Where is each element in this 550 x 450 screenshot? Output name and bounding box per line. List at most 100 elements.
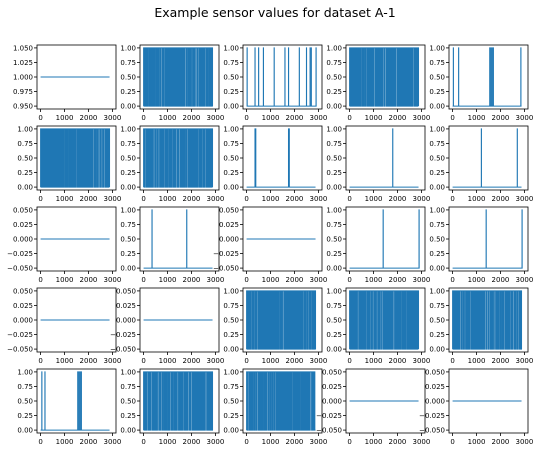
y-tick-label: 1.00: [17, 125, 33, 133]
y-tick-label: 0.050: [322, 368, 342, 376]
subplot-14: 0 1000 2000 3000 0.00 0.25 0.50 0.75 1.00: [326, 206, 430, 284]
y-tick-label: 0.50: [326, 155, 342, 163]
y-tick-label: 0.00: [120, 427, 136, 435]
x-tick-label: 0: [38, 357, 42, 365]
subplot-22: 0 1000 2000 3000 0.00 0.25 0.50 0.75 1.00: [120, 368, 224, 446]
y-tick-label: 0.75: [429, 221, 445, 229]
series-line-15: [452, 209, 523, 269]
x-tick-label: 3000: [206, 195, 224, 203]
y-tick-label: 0.000: [116, 317, 136, 325]
x-tick-label: 3000: [103, 438, 121, 446]
x-tick-label: 2000: [286, 357, 304, 365]
x-tick-label: 3000: [309, 276, 327, 284]
subplot-16: 0 1000 2000 3000 −0.050 −0.025 0.000 0.025 0.050: [7, 287, 121, 365]
y-tick-label: 0.50: [120, 236, 136, 244]
y-tick-label: 0.00: [223, 346, 239, 354]
x-tick-label: 2000: [183, 276, 201, 284]
x-tick-label: 2000: [286, 195, 304, 203]
x-tick-label: 0: [450, 114, 454, 122]
subplot-9: 0 1000 2000 3000 0.00 0.25 0.50 0.75 1.00: [326, 125, 430, 203]
y-tick-label: 1.00: [223, 125, 239, 133]
x-tick-label: 1000: [159, 438, 177, 446]
subplot-23: 0 1000 2000 3000 0.00 0.25 0.50 0.75 1.00: [223, 368, 327, 446]
y-tick-label: 0.050: [116, 287, 136, 295]
x-tick-label: 2000: [286, 276, 304, 284]
y-tick-label: −0.025: [7, 250, 33, 258]
subplot-19: 0 1000 2000 3000 0.00 0.25 0.50 0.75 1.00: [326, 287, 430, 365]
y-tick-label: 1.00: [120, 44, 136, 52]
x-tick-label: 1000: [56, 114, 74, 122]
x-tick-label: 0: [450, 195, 454, 203]
x-tick-label: 2000: [183, 195, 201, 203]
series-line-4: [349, 47, 420, 107]
series-line-5: [452, 47, 522, 107]
y-tick-label: 1.000: [13, 74, 33, 82]
y-tick-label: 0.75: [326, 221, 342, 229]
y-tick-label: −0.025: [7, 331, 33, 339]
y-tick-label: 0.75: [120, 221, 136, 229]
y-tick-label: 0.25: [223, 412, 239, 420]
x-tick-label: 2000: [389, 114, 407, 122]
x-tick-label: 1000: [56, 276, 74, 284]
subplot-7: 0 1000 2000 3000 0.00 0.25 0.50 0.75 1.00: [120, 125, 224, 203]
y-tick-label: 0.50: [223, 74, 239, 82]
subplot-24: 0 1000 2000 3000 −0.050 −0.025 0.000 0.025 0.050: [316, 368, 430, 446]
y-tick-label: 0.25: [326, 331, 342, 339]
subplot-10: 0 1000 2000 3000 0.00 0.25 0.50 0.75 1.00: [429, 125, 533, 203]
y-tick-label: 0.75: [429, 59, 445, 67]
y-tick-label: 0.50: [17, 398, 33, 406]
y-tick-label: 0.50: [17, 155, 33, 163]
x-tick-label: 3000: [412, 276, 430, 284]
y-tick-label: 0.75: [120, 140, 136, 148]
y-tick-label: 0.25: [223, 169, 239, 177]
y-tick-label: −0.025: [213, 250, 239, 258]
y-tick-label: 0.25: [120, 169, 136, 177]
series-line-22: [143, 371, 214, 431]
y-tick-label: 0.00: [326, 346, 342, 354]
y-tick-label: 1.025: [13, 59, 33, 67]
x-tick-label: 3000: [103, 195, 121, 203]
x-tick-label: 1000: [262, 114, 280, 122]
x-tick-label: 0: [38, 438, 42, 446]
x-tick-label: 3000: [515, 276, 533, 284]
x-tick-label: 1000: [468, 195, 486, 203]
y-tick-label: 0.00: [429, 346, 445, 354]
y-tick-label: 1.00: [429, 287, 445, 295]
x-tick-label: 3000: [412, 357, 430, 365]
y-tick-label: 0.50: [326, 74, 342, 82]
x-tick-label: 2000: [492, 276, 510, 284]
x-tick-label: 2000: [80, 276, 98, 284]
y-tick-label: 0.50: [120, 398, 136, 406]
y-tick-label: 0.050: [219, 206, 239, 214]
x-tick-label: 0: [244, 114, 248, 122]
x-tick-label: 2000: [492, 438, 510, 446]
x-tick-label: 3000: [515, 195, 533, 203]
x-tick-label: 0: [141, 438, 145, 446]
x-tick-label: 0: [347, 357, 351, 365]
y-tick-label: −0.025: [419, 412, 445, 420]
subplot-25: 0 1000 2000 3000 −0.050 −0.025 0.000 0.025 0.050: [419, 368, 533, 446]
x-tick-label: 0: [244, 357, 248, 365]
series-line-6: [40, 128, 111, 188]
x-tick-label: 3000: [103, 357, 121, 365]
x-tick-label: 1000: [159, 357, 177, 365]
x-tick-label: 3000: [309, 114, 327, 122]
y-tick-label: 0.050: [425, 368, 445, 376]
x-tick-label: 1000: [468, 276, 486, 284]
axes-frame: [345, 125, 426, 191]
x-tick-label: 3000: [309, 357, 327, 365]
x-tick-label: 0: [347, 276, 351, 284]
y-tick-label: 0.975: [13, 88, 33, 96]
x-tick-label: 1000: [56, 195, 74, 203]
y-tick-label: 0.25: [429, 331, 445, 339]
series-line-2: [143, 47, 214, 107]
subplot-11: 0 1000 2000 3000 −0.050 −0.025 0.000 0.025 0.050: [7, 206, 121, 284]
x-tick-label: 1000: [56, 438, 74, 446]
x-tick-label: 2000: [80, 357, 98, 365]
series-line-19: [349, 290, 420, 350]
y-tick-label: 0.025: [322, 383, 342, 391]
y-tick-label: 0.25: [326, 169, 342, 177]
y-tick-label: 0.75: [326, 140, 342, 148]
x-tick-label: 2000: [80, 438, 98, 446]
y-tick-label: 0.75: [223, 140, 239, 148]
